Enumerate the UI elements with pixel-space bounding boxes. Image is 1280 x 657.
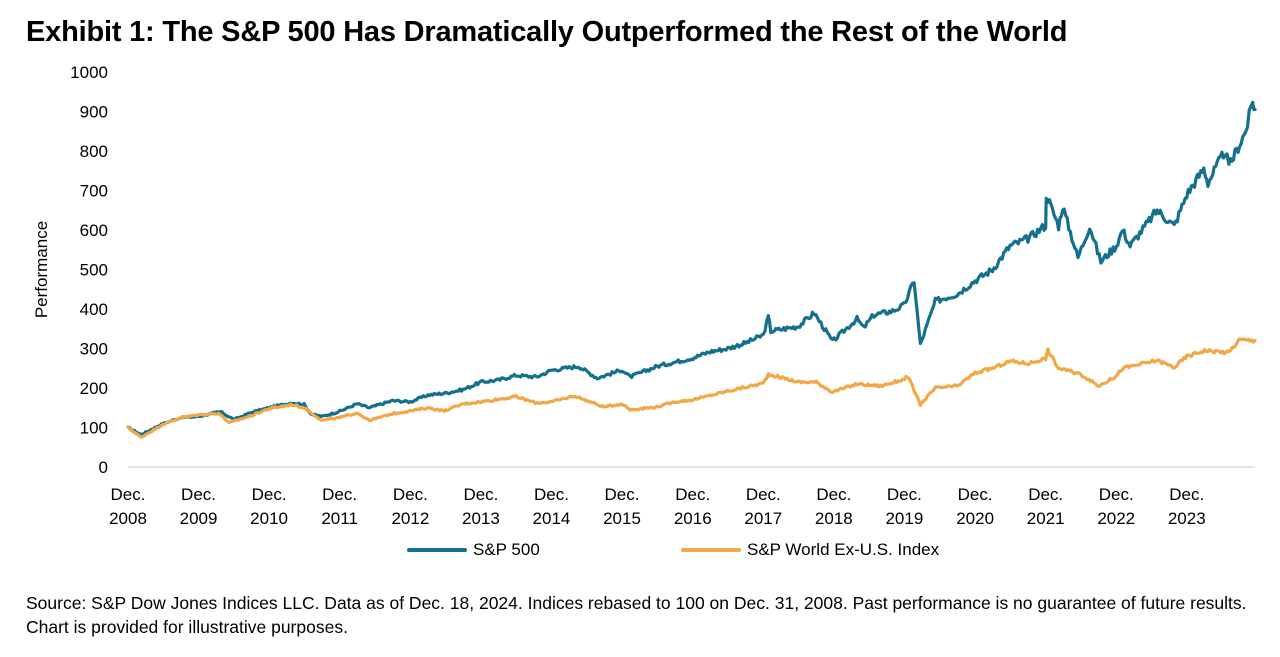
y-tick-label: 900 [80, 103, 108, 122]
x-tick-label: Dec. 2020 [956, 485, 994, 528]
y-tick-label: 1000 [70, 63, 108, 82]
line-chart: Performance 0 100 200 300 400 500 600 700 800 900… [32, 63, 1257, 528]
x-tick-label: Dec. 2012 [391, 485, 429, 528]
y-axis-ticks: 0 100 200 300 400 500 600 700 800 900 1000 [70, 63, 108, 477]
x-tick-label: Dec. 2011 [321, 485, 358, 528]
x-tick-label: Dec. 2014 [533, 485, 571, 528]
y-tick-label: 800 [80, 142, 108, 161]
legend-item-world-ex-us: S&P World Ex-U.S. Index [681, 540, 939, 560]
x-tick-label: Dec. 2019 [885, 485, 923, 528]
y-axis-label: Performance [32, 221, 51, 318]
source-note: Source: S&P Dow Jones Indices LLC. Data … [26, 593, 1247, 637]
y-tick-label: 400 [80, 300, 108, 319]
y-tick-label: 0 [99, 458, 108, 477]
x-tick-label: Dec. 2013 [462, 485, 500, 528]
y-tick-label: 300 [80, 340, 108, 359]
x-tick-label: Dec. 2021 [1027, 485, 1065, 528]
x-tick-label: Dec. 2016 [674, 485, 712, 528]
x-tick-label: Dec. 2017 [744, 485, 782, 528]
legend-swatch-world-ex-us [681, 548, 741, 552]
x-tick-label: Dec. 2018 [815, 485, 853, 528]
x-tick-label: Dec. 2008 [109, 485, 147, 528]
x-tick-label: Dec. 2022 [1097, 485, 1135, 528]
x-axis-ticks: Dec. 2008 Dec. 2009 Dec. 2010 Dec. 2011 Dec. 2012… [109, 485, 1206, 528]
legend-item-sp500: S&P 500 [407, 540, 540, 560]
x-tick-label: Dec. 2009 [180, 485, 218, 528]
series-line-sp500 [126, 100, 1257, 437]
legend-label-world-ex-us: S&P World Ex-U.S. Index [747, 540, 940, 559]
y-tick-label: 600 [80, 221, 108, 240]
y-tick-label: 700 [80, 182, 108, 201]
x-tick-label: Dec. 2010 [250, 485, 288, 528]
y-tick-label: 500 [80, 261, 108, 280]
y-tick-label: 200 [80, 379, 108, 398]
y-tick-label: 100 [80, 419, 108, 438]
legend-label-sp500: S&P 500 [473, 540, 540, 559]
x-tick-label: Dec. 2015 [603, 485, 641, 528]
series-line-world-ex-us [126, 337, 1257, 439]
chart-title: Exhibit 1: The S&P 500 Has Dramatically … [26, 16, 1068, 48]
legend: S&P 500 S&P World Ex-U.S. Index [0, 540, 1280, 570]
x-tick-label: Dec. 2023 [1168, 485, 1206, 528]
legend-swatch-sp500 [407, 548, 467, 552]
series-lines [126, 100, 1257, 439]
